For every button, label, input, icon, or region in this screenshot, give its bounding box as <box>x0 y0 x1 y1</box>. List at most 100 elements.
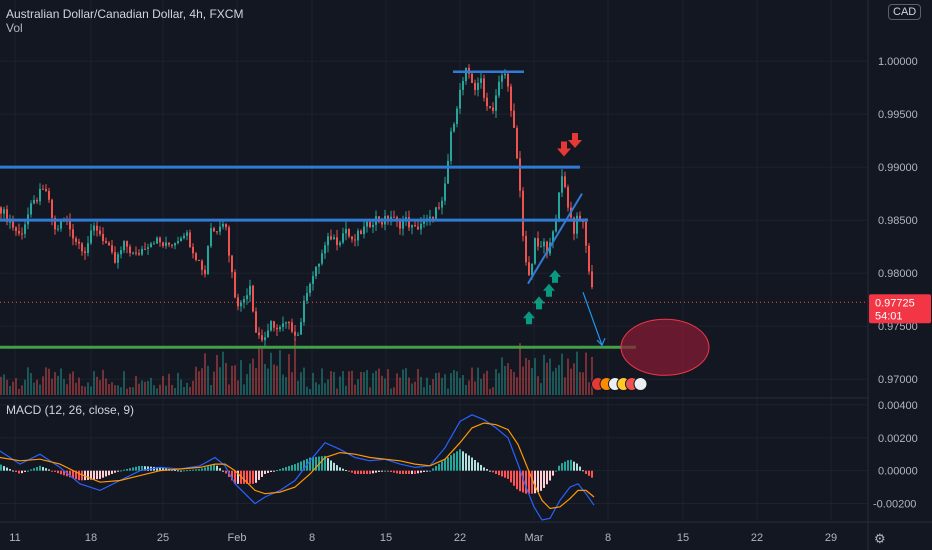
macd-histogram-bar <box>522 470 524 493</box>
macd-histogram-bar <box>402 470 404 474</box>
time-tick-label: 8 <box>605 532 611 544</box>
candle-body <box>69 220 71 230</box>
volume-bar <box>228 384 230 395</box>
volume-bar <box>21 385 23 395</box>
volume-bar <box>300 372 302 395</box>
volume-bar <box>405 368 407 395</box>
volume-bar <box>441 377 443 395</box>
candle-body <box>195 253 197 260</box>
macd-histogram-bar <box>393 470 395 473</box>
macd-histogram-bar <box>582 470 584 472</box>
candle-body <box>435 207 437 219</box>
macd-histogram-bar <box>258 470 260 480</box>
candle-body <box>534 238 536 264</box>
time-tick-label: 11 <box>9 532 20 544</box>
candle-body <box>273 321 275 328</box>
macd-histogram-bar <box>135 466 137 471</box>
volume-bar <box>207 365 209 395</box>
candle-body <box>540 246 542 248</box>
candle-body <box>42 188 44 190</box>
candle-body <box>267 330 269 338</box>
volume-bar <box>54 372 56 395</box>
volume-bar <box>462 375 464 395</box>
volume-bar <box>177 372 179 395</box>
volume-bar <box>549 358 551 395</box>
candle-body <box>126 241 128 247</box>
macd-histogram-bar <box>588 470 590 476</box>
macd-tick-label: -0.00200 <box>873 499 916 511</box>
macd-histogram-bar <box>333 462 335 471</box>
macd-histogram-bar <box>567 460 569 471</box>
volume-bar <box>585 352 587 395</box>
candle-body <box>414 225 416 227</box>
volume-bar <box>291 372 293 395</box>
macd-histogram-bar <box>384 470 386 472</box>
macd-histogram-bar <box>339 467 341 471</box>
candle-body <box>306 293 308 301</box>
macd-histogram-bar <box>63 470 65 476</box>
volume-bar <box>465 385 467 395</box>
volume-bar <box>318 384 320 395</box>
volume-bar <box>483 373 485 395</box>
candle-body <box>87 243 89 254</box>
macd-histogram-bar <box>60 470 62 475</box>
volume-bar <box>129 387 131 395</box>
candle-body <box>12 221 14 228</box>
volume-bar <box>420 376 422 395</box>
macd-histogram-bar <box>123 469 125 471</box>
volume-bar <box>495 369 497 395</box>
volume-bar <box>270 352 272 395</box>
macd-histogram-bar <box>3 466 5 471</box>
volume-bar <box>558 364 560 395</box>
candle-body <box>222 223 224 227</box>
volume-bar <box>498 373 500 395</box>
currency-button[interactable]: CAD <box>888 4 922 20</box>
volume-bar <box>216 354 218 395</box>
volume-bar <box>552 371 554 395</box>
macd-histogram-bar <box>474 460 476 471</box>
volume-bar <box>3 374 5 395</box>
macd-histogram-bar <box>528 470 530 494</box>
candle-body <box>237 297 239 307</box>
candle-body <box>183 235 185 239</box>
volume-bar <box>75 382 77 395</box>
candle-body <box>264 337 266 341</box>
volume-bar <box>444 374 446 395</box>
candle-body <box>225 223 227 228</box>
countdown-label: 54:01 <box>875 310 903 322</box>
macd-histogram-bar <box>492 470 494 473</box>
time-tick-label: 15 <box>677 532 689 544</box>
candle-body <box>363 226 365 235</box>
macd-histogram-bar <box>216 465 218 471</box>
macd-histogram-bar <box>324 455 326 471</box>
volume-bar <box>507 363 509 395</box>
candle-body <box>294 331 296 336</box>
candle-body <box>552 231 554 243</box>
macd-histogram-bar <box>321 456 323 471</box>
candle-body <box>141 248 143 255</box>
candle-body <box>252 285 254 312</box>
gear-icon[interactable]: ⚙ <box>874 531 886 546</box>
macd-histogram-bar <box>18 470 20 474</box>
down-arrow-marker-1 <box>568 133 582 149</box>
candle-body <box>276 327 278 330</box>
candle-body <box>198 259 200 261</box>
volume-bar <box>426 377 428 395</box>
volume-bar <box>312 372 314 395</box>
volume-bar <box>276 365 278 395</box>
candle-body <box>72 229 74 239</box>
volume-bar <box>192 380 194 395</box>
candle-body <box>489 106 491 108</box>
macd-histogram-bar <box>75 470 77 480</box>
macd-histogram-bar <box>120 470 122 472</box>
volume-bar <box>147 380 149 395</box>
macd-histogram-bar <box>81 470 83 481</box>
candle-body <box>24 224 26 234</box>
candle-body <box>201 260 203 270</box>
candle-body <box>531 263 533 276</box>
candle-body <box>99 230 101 235</box>
volume-bar <box>480 378 482 395</box>
volume-bar <box>117 385 119 395</box>
macd-histogram-bar <box>147 466 149 471</box>
